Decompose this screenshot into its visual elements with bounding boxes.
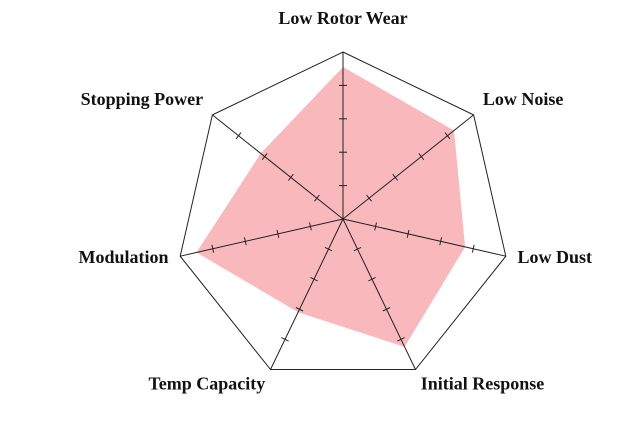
tick-low-dust-3 bbox=[439, 237, 443, 246]
axis-label-initial-response: Initial Response bbox=[421, 374, 545, 394]
spoke-stopping-power bbox=[212, 114, 344, 220]
tick-low-dust-1 bbox=[374, 222, 377, 231]
axis-label-low-dust: Low Dust bbox=[518, 247, 593, 267]
tick-low-noise-2 bbox=[392, 173, 399, 181]
tick-stopping-power-4 bbox=[235, 132, 242, 140]
spoke-temp-capacity bbox=[270, 218, 344, 370]
series-area-layer bbox=[196, 67, 466, 347]
tick-low-noise-4 bbox=[444, 132, 451, 140]
tick-modulation-2 bbox=[276, 229, 280, 238]
tick-modulation-3 bbox=[243, 237, 247, 246]
spoke-low-noise bbox=[342, 114, 474, 220]
tick-stopping-power-2 bbox=[287, 173, 294, 181]
tick-low-dust-4 bbox=[471, 244, 475, 253]
tick-temp-capacity-2 bbox=[310, 276, 318, 282]
axis-label-modulation: Modulation bbox=[78, 247, 168, 267]
tick-low-noise-3 bbox=[418, 153, 425, 161]
tick-stopping-power-3 bbox=[261, 153, 268, 161]
tick-stopping-power-1 bbox=[314, 194, 320, 202]
tick-modulation-4 bbox=[211, 244, 215, 253]
tick-temp-capacity-3 bbox=[295, 307, 304, 312]
tick-low-noise-1 bbox=[366, 194, 372, 202]
axis-label-low-rotor-wear: Low Rotor Wear bbox=[278, 8, 407, 28]
tick-low-dust-2 bbox=[406, 229, 410, 238]
grid-layer bbox=[179, 51, 507, 370]
tick-modulation-1 bbox=[309, 222, 312, 231]
spoke-modulation bbox=[180, 218, 344, 257]
tick-temp-capacity-1 bbox=[324, 246, 333, 252]
axis-label-stopping-power: Stopping Power bbox=[81, 89, 204, 109]
axis-label-temp-capacity: Temp Capacity bbox=[148, 374, 265, 394]
spoke-low-dust bbox=[342, 218, 506, 257]
axis-label-low-noise: Low Noise bbox=[483, 89, 564, 109]
axis-labels-layer: Low Rotor Wear Low Noise Low Dust Initial R… bbox=[78, 8, 592, 394]
tick-initial-response-4 bbox=[397, 337, 405, 342]
tick-initial-response-2 bbox=[368, 276, 376, 282]
tick-temp-capacity-4 bbox=[281, 337, 289, 342]
series-area-1 bbox=[196, 67, 466, 347]
tick-initial-response-1 bbox=[353, 246, 362, 252]
outer-frame bbox=[179, 51, 507, 370]
spoke-initial-response bbox=[342, 218, 416, 370]
tick-initial-response-3 bbox=[382, 307, 391, 312]
